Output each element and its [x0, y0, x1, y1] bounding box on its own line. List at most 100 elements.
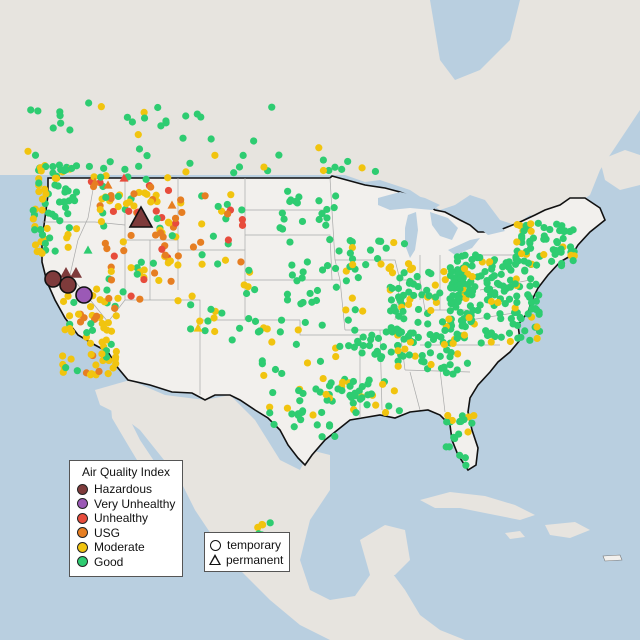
triangle-icon: [209, 554, 221, 566]
monitor-point: [464, 428, 472, 436]
monitor-point: [533, 334, 541, 343]
monitor-point: [351, 392, 359, 400]
monitor-point: [446, 271, 455, 280]
monitor-point: [114, 192, 122, 201]
monitor-point: [154, 103, 162, 112]
monitor-point: [420, 358, 428, 366]
monitor-point: [447, 284, 455, 292]
monitor-point: [486, 258, 494, 266]
monitor-point: [471, 283, 479, 291]
monitor-point: [514, 334, 522, 342]
monitor-point: [316, 357, 325, 365]
monitor-point: [112, 312, 120, 320]
monitor-point: [278, 369, 286, 378]
monitor-point: [61, 188, 69, 196]
monitor-point: [73, 367, 81, 375]
monitor-point: [558, 222, 566, 230]
monitor-point: [569, 226, 577, 234]
monitor-point: [269, 388, 277, 397]
monitor-point: [526, 282, 534, 290]
monitor-point: [271, 365, 280, 374]
monitor-point: [448, 416, 456, 425]
monitor-point: [335, 247, 343, 255]
monitor-point: [266, 403, 274, 411]
monitor-point: [72, 225, 81, 233]
monitor-point: [535, 291, 543, 299]
legend-label: Unhealthy: [94, 511, 149, 526]
legend-label: Very Unhealthy: [94, 496, 176, 511]
monitor-point: [436, 352, 444, 360]
monitor-point: [513, 298, 521, 307]
monitor-point: [517, 250, 526, 258]
monitor-point: [198, 260, 206, 268]
monitor-point: [223, 210, 232, 218]
monitor-point: [155, 276, 163, 285]
legend-row-very-unhealthy: Very Unhealthy: [70, 497, 182, 512]
monitor-point: [266, 409, 274, 417]
monitor-point: [221, 256, 230, 264]
monitor-point: [323, 214, 331, 222]
monitor-point: [166, 257, 174, 265]
monitor-point: [179, 134, 187, 142]
monitor-point: [62, 364, 70, 372]
monitor-point: [414, 305, 423, 314]
monitor-point: [135, 145, 144, 153]
monitor-point: [64, 210, 72, 218]
monitor-point: [114, 294, 122, 302]
monitor-point: [235, 324, 244, 332]
monitor-point: [406, 338, 415, 346]
monitor-point: [196, 317, 204, 325]
monitor-point: [331, 432, 339, 441]
monitor-point: [367, 336, 375, 344]
monitor-point: [70, 298, 78, 307]
monitor-point: [238, 221, 247, 229]
monitor-point: [524, 259, 532, 267]
monitor-point: [516, 221, 524, 230]
monitor-point: [540, 223, 548, 232]
monitor-point: [466, 302, 475, 310]
monitor-point: [351, 326, 359, 334]
monitor-point: [92, 361, 100, 369]
monitor-point: [395, 407, 403, 415]
monitor-point: [529, 234, 538, 242]
monitor-point: [349, 261, 357, 269]
monitor-point: [506, 337, 514, 346]
monitor-point: [85, 162, 93, 171]
monitor-point: [418, 291, 426, 299]
monitor-point: [51, 181, 59, 189]
monitor-point: [425, 268, 433, 276]
monitor-point: [263, 325, 271, 333]
monitor-point: [168, 232, 176, 240]
monitor-point: [24, 147, 32, 155]
monitor-point: [201, 327, 209, 335]
monitor-point: [105, 294, 113, 303]
monitor-point: [405, 351, 413, 359]
monitor-point: [318, 210, 326, 218]
monitor-point: [171, 214, 180, 222]
monitor-point: [88, 326, 97, 334]
monitor-point: [400, 240, 409, 248]
monitor-point: [238, 216, 246, 224]
lake-michigan: [405, 212, 418, 258]
monitor-point: [390, 238, 398, 247]
monitor-point: [533, 323, 541, 331]
monitor-point: [468, 419, 476, 427]
monitor-point: [499, 263, 507, 271]
monitor-point: [436, 289, 444, 297]
monitor-point: [463, 359, 472, 367]
monitor-point: [135, 162, 143, 170]
monitor-point: [153, 214, 161, 223]
monitor-point: [295, 386, 303, 395]
monitor-point: [414, 318, 422, 326]
monitor-point: [441, 276, 449, 284]
monitor-point: [104, 319, 112, 327]
monitor-point: [230, 169, 238, 177]
monitor-point: [388, 284, 396, 292]
monitor-point: [442, 443, 450, 451]
monitor-point: [445, 315, 453, 323]
monitor-point: [387, 348, 395, 356]
legend-rows: Hazardous Very Unhealthy Unhealthy USG Moder…: [70, 482, 182, 569]
monitor-point: [444, 411, 452, 420]
monitor-point: [460, 265, 469, 273]
monitor-point: [250, 137, 258, 145]
